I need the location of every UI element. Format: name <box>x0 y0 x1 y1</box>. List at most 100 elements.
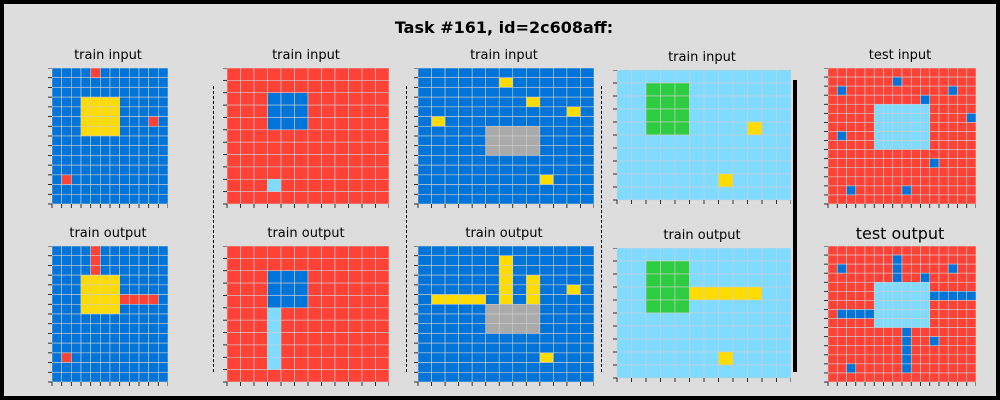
grid-cell <box>948 264 957 273</box>
grid-cell <box>268 105 282 117</box>
grid-cell <box>254 246 268 258</box>
grid-cell <box>149 275 159 285</box>
grid-cell <box>884 255 893 264</box>
grid-cell <box>100 333 110 343</box>
grid-cell <box>893 77 902 86</box>
grid-cell <box>432 363 446 373</box>
grid-cell <box>362 93 376 105</box>
grid-cell <box>335 93 349 105</box>
grid-cell <box>158 333 168 343</box>
grid-cell <box>362 271 376 283</box>
grid-cell <box>81 155 91 165</box>
grid-cell <box>91 304 101 314</box>
grid-cell <box>967 346 976 355</box>
grid-cell <box>149 353 159 363</box>
grid-cell <box>513 275 527 285</box>
grid-cell <box>81 333 91 343</box>
grid-cell <box>893 68 902 77</box>
grid-cell <box>432 155 446 165</box>
grid-cell <box>828 122 837 131</box>
grid-cell <box>958 141 967 150</box>
grid-cell <box>902 77 911 86</box>
grid-cell <box>418 175 432 185</box>
grid-cell <box>486 285 500 295</box>
grid-cell <box>254 308 268 320</box>
grid-cell <box>322 105 336 117</box>
grid-cell <box>893 177 902 186</box>
grid-cell <box>513 363 527 373</box>
grid-cell <box>52 314 62 324</box>
grid-cell <box>675 109 690 122</box>
grid-cell <box>930 86 939 95</box>
grid-cell <box>241 295 255 307</box>
grid-cell <box>432 107 446 117</box>
pair-1-output-grid <box>48 246 168 386</box>
grid-cell <box>893 246 902 255</box>
grid-cell <box>281 295 295 307</box>
grid-cell <box>777 300 792 313</box>
grid-cell <box>513 285 527 295</box>
grid-cell <box>847 195 856 204</box>
grid-cell <box>120 256 130 266</box>
grid-cell <box>567 246 581 256</box>
grid-cell <box>939 131 948 140</box>
grid-cell <box>52 136 62 146</box>
grid-cell <box>948 95 957 104</box>
grid-cell <box>777 109 792 122</box>
grid-cell <box>902 300 911 309</box>
grid-cell <box>856 77 865 86</box>
grid-cell <box>837 168 846 177</box>
grid-cell <box>322 370 336 382</box>
grid-cell <box>486 343 500 353</box>
grid-cell <box>281 80 295 92</box>
grid-cell <box>856 273 865 282</box>
grid-cell <box>884 168 893 177</box>
grid-cell <box>748 339 763 352</box>
grid-cell <box>580 343 594 353</box>
grid-cell <box>719 352 734 365</box>
grid-cell <box>71 285 81 295</box>
grid-cell <box>120 372 130 382</box>
grid-cell <box>295 345 309 357</box>
grid-cell <box>322 117 336 129</box>
grid-cell <box>967 373 976 382</box>
grid-cell <box>513 87 527 97</box>
grid-cell <box>486 107 500 117</box>
grid-cell <box>553 136 567 146</box>
grid-cell <box>847 104 856 113</box>
grid-cell <box>472 333 486 343</box>
grid-cell <box>241 117 255 129</box>
grid-cell <box>567 185 581 195</box>
grid-cell <box>580 87 594 97</box>
grid-cell <box>445 97 459 107</box>
grid-cell <box>110 146 120 156</box>
grid-cell <box>553 363 567 373</box>
grid-cell <box>459 256 473 266</box>
grid-cell <box>526 275 540 285</box>
grid-cell <box>52 275 62 285</box>
grid-cell <box>762 326 777 339</box>
grid-cell <box>704 109 719 122</box>
grid-cell <box>675 287 690 300</box>
grid-cell <box>81 185 91 195</box>
grid-cell <box>158 324 168 334</box>
grid-cell <box>865 104 874 113</box>
grid-cell <box>139 324 149 334</box>
grid-cell <box>661 70 676 83</box>
grid-cell <box>777 96 792 109</box>
grid-cell <box>308 333 322 345</box>
grid-cell <box>120 185 130 195</box>
grid-cell <box>100 285 110 295</box>
grid-cell <box>486 295 500 305</box>
grid-cell <box>295 179 309 191</box>
grid-cell <box>526 353 540 363</box>
grid-cell <box>911 309 920 318</box>
grid-cell <box>762 83 777 96</box>
grid-cell <box>432 136 446 146</box>
grid-cell <box>100 97 110 107</box>
grid-cell <box>62 136 72 146</box>
grid-cell <box>828 291 837 300</box>
grid-cell <box>874 186 883 195</box>
grid-cell <box>540 68 554 78</box>
grid-cell <box>513 314 527 324</box>
